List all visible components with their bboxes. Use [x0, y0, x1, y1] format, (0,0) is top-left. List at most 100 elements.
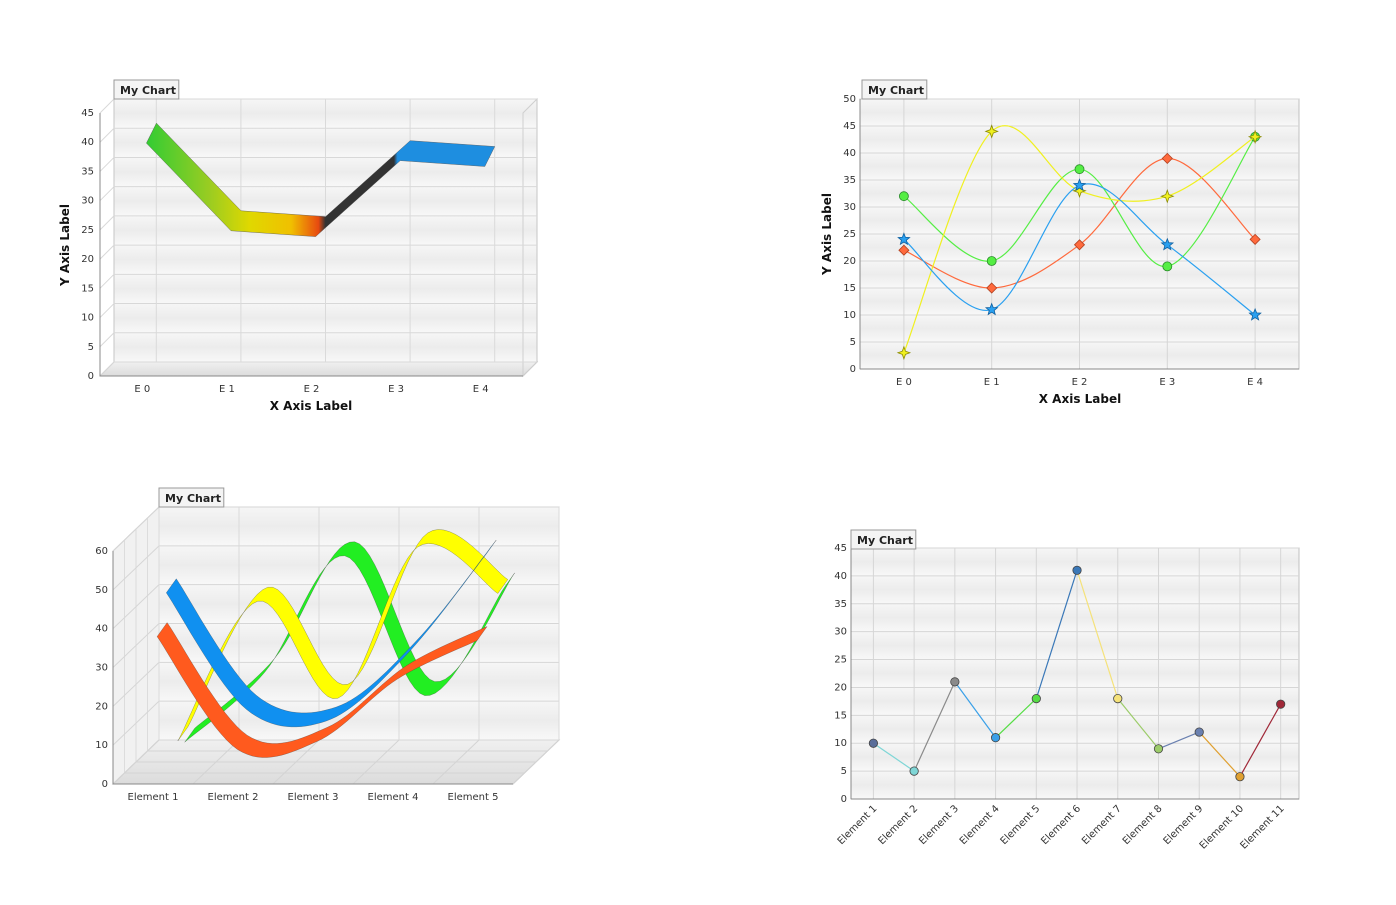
y-tick-label: 35: [834, 599, 847, 610]
plot-band: [851, 603, 1299, 632]
grid-line: [112, 545, 160, 591]
plot-band: [851, 771, 1299, 799]
data-point: [1072, 178, 1087, 192]
grid-line: [272, 739, 320, 785]
x-axis-title: X Axis Label: [270, 399, 352, 413]
data-point: [950, 677, 960, 687]
y-tick-label: 35: [843, 175, 856, 186]
series-segment: [1239, 703, 1282, 777]
y-tick-label: 20: [95, 701, 108, 712]
y-tick-label: 40: [843, 148, 856, 159]
data-point: [899, 191, 909, 202]
grid-line: [112, 506, 160, 552]
y-tick-label: 40: [95, 624, 108, 635]
data-point: [909, 766, 919, 776]
x-tick-label: E 0: [134, 384, 150, 395]
y-tick-label: 5: [88, 342, 94, 353]
ribbon-series: [146, 122, 496, 237]
x-tick-label: E 2: [304, 384, 320, 395]
data-point: [1113, 693, 1123, 704]
series-line: [903, 125, 1256, 354]
ribbon-series: [177, 529, 509, 742]
x-tick-label: Element 9: [1162, 803, 1206, 847]
plot-band: [851, 659, 1299, 688]
plot-band: [159, 584, 559, 624]
y-tick-label: 45: [81, 108, 94, 119]
grid-line: [512, 739, 560, 785]
y-tick-label: 40: [81, 137, 94, 148]
x-tick-label: E 1: [219, 384, 235, 395]
plot-band: [851, 575, 1299, 604]
x-tick-label: Element 1: [836, 803, 880, 847]
y-tick-label: 50: [843, 94, 856, 105]
y-tick-label: 10: [834, 738, 847, 749]
x-tick-label: Element 3: [288, 792, 339, 803]
x-tick-label: Element 11: [1238, 803, 1286, 851]
ribbon-series: [156, 622, 488, 758]
data-point: [896, 345, 912, 360]
grid-line: [112, 739, 160, 785]
chart-title-tab: [850, 529, 917, 550]
y-tick-label: 30: [95, 663, 108, 674]
grid-line: [99, 361, 115, 377]
chart-title: My Chart: [868, 84, 924, 97]
data-point: [868, 738, 879, 748]
y-tick-label: 30: [834, 627, 847, 638]
data-point: [1160, 189, 1175, 204]
series-segment: [1035, 570, 1078, 699]
chart-title: My Chart: [120, 84, 176, 97]
x-tick-label: Element 4: [958, 803, 1002, 847]
grid-line: [112, 661, 160, 707]
y-axis-title: Y Axis Label: [820, 193, 834, 276]
y-tick-label: 20: [81, 254, 94, 265]
y-tick-label: 0: [88, 371, 94, 382]
grid-line: [352, 739, 400, 785]
series-segment: [1198, 731, 1241, 778]
x-axis-title: X Axis Label: [1039, 392, 1121, 406]
series-segment: [954, 681, 997, 738]
data-point: [1249, 233, 1261, 245]
y-tick-label: 15: [843, 283, 856, 294]
y-axis-title: Y Axis Label: [58, 204, 72, 287]
data-point: [984, 302, 999, 316]
plot-band: [851, 687, 1299, 716]
plot-band: [851, 631, 1299, 660]
y-tick-label: 25: [843, 229, 856, 240]
series-segment: [873, 742, 915, 772]
series-segment: [1158, 731, 1200, 750]
grid-line: [112, 584, 160, 630]
x-tick-label: E 4: [473, 384, 489, 395]
data-point: [986, 256, 997, 266]
y-tick-label: 40: [834, 571, 847, 582]
grid-line: [99, 215, 115, 231]
data-point: [1161, 152, 1173, 164]
y-tick-label: 25: [834, 655, 847, 666]
y-tick-label: 15: [834, 710, 847, 721]
grid-line: [99, 157, 115, 172]
x-tick-label: E 3: [388, 384, 404, 395]
y-tick-label: 0: [841, 794, 847, 805]
data-point: [990, 733, 1001, 743]
y-tick-label: 45: [834, 543, 847, 554]
x-tick-label: Element 8: [1121, 803, 1165, 847]
data-point: [1074, 164, 1085, 175]
x-tick-label: E 3: [1159, 377, 1175, 388]
x-tick-label: Element 2: [876, 803, 920, 847]
x-tick-label: Element 7: [1080, 803, 1124, 847]
x-tick-label: Element 3: [917, 803, 961, 847]
x-tick-label: E 1: [984, 377, 1000, 388]
grid-line: [112, 623, 160, 668]
data-point: [897, 232, 911, 246]
plot-band: [851, 715, 1299, 744]
data-point: [1248, 307, 1262, 321]
grid-line: [99, 303, 115, 318]
grid-line: [112, 700, 160, 746]
data-point: [1153, 744, 1164, 754]
y-tick-label: 50: [95, 585, 108, 596]
y-tick-label: 20: [843, 256, 856, 267]
y-tick-label: 30: [843, 202, 856, 213]
y-tick-label: 10: [81, 313, 94, 324]
plot-band: [159, 507, 559, 546]
y-tick-label: 25: [81, 225, 94, 236]
